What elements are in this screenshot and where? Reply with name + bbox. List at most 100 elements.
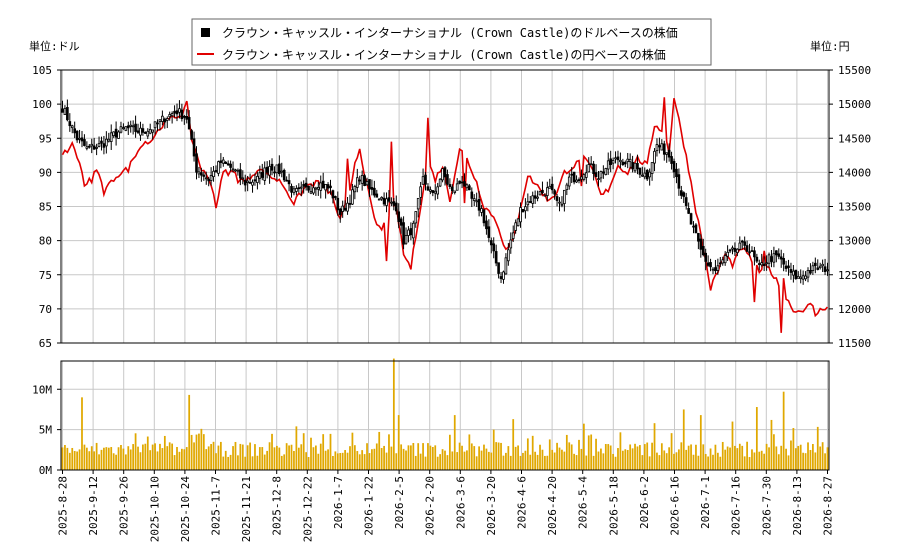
usd-candle — [336, 197, 340, 211]
volume-bar — [758, 451, 761, 470]
usd-candle — [431, 190, 435, 194]
volume-bar — [500, 442, 502, 470]
volume-bar — [117, 447, 120, 470]
usd-candle — [638, 167, 642, 175]
volume-bar — [738, 443, 741, 470]
volume-bar — [716, 452, 719, 470]
usd-candle — [538, 190, 542, 196]
usd-candle — [560, 203, 564, 206]
left-tick-label: 80 — [39, 235, 52, 248]
usd-candle — [178, 108, 181, 113]
usd-candle — [794, 269, 798, 280]
usd-candle — [553, 190, 556, 195]
usd-candle — [594, 172, 598, 178]
volume-bar — [480, 450, 483, 470]
usd-candle — [324, 184, 327, 191]
volume-bar — [492, 429, 495, 470]
volume-bar — [195, 434, 198, 470]
volume-bar — [734, 445, 736, 470]
volume-bar — [558, 447, 561, 470]
volume-bar — [656, 452, 658, 470]
volume-bar — [814, 452, 817, 470]
volume-bar — [427, 443, 429, 470]
usd-candle — [212, 170, 215, 178]
x-tick-label: 2026-5-18 — [607, 476, 620, 536]
volume-bar — [534, 451, 537, 470]
volume-bar — [775, 446, 778, 470]
usd-candle — [575, 179, 578, 183]
usd-candle — [567, 176, 571, 187]
volume-bar — [285, 443, 288, 470]
volume-bar — [88, 451, 91, 470]
usd-candle — [526, 201, 530, 206]
usd-candle — [597, 178, 600, 181]
usd-candle — [438, 178, 442, 187]
volume-bar — [234, 441, 237, 470]
volume-bar — [607, 444, 610, 470]
usd-candle — [436, 186, 440, 195]
volume-bar — [539, 444, 541, 470]
x-tick-label: 2025-12-8 — [271, 476, 284, 536]
volume-bar — [295, 426, 298, 470]
usd-candle — [319, 182, 323, 191]
volume-bar — [290, 444, 293, 470]
usd-candle — [117, 131, 120, 139]
usd-candle — [621, 161, 625, 166]
x-tick-label: 2025-9-26 — [118, 476, 131, 536]
volume-bar — [151, 444, 154, 470]
usd-candle — [536, 196, 539, 199]
volume-tick-label: 0M — [39, 464, 53, 477]
volume-bar — [439, 454, 442, 470]
volume-bar — [707, 456, 709, 470]
usd-candle — [409, 228, 413, 236]
usd-candle — [348, 203, 352, 205]
volume-bar — [222, 456, 225, 470]
volume-bar — [144, 443, 147, 470]
volume-bar — [434, 445, 437, 470]
usd-candle — [623, 162, 627, 165]
usd-candle — [92, 145, 96, 150]
volume-bar — [66, 447, 69, 470]
volume-bar — [773, 434, 775, 470]
volume-bar — [83, 444, 86, 470]
volume-bar — [826, 447, 829, 470]
volume-bar — [436, 456, 439, 470]
volume-bar — [361, 450, 364, 470]
usd-candle — [148, 128, 152, 134]
usd-candle — [636, 163, 639, 170]
usd-candle — [460, 181, 464, 184]
usd-candle — [477, 199, 481, 211]
usd-candle — [173, 110, 176, 114]
usd-candle — [129, 124, 133, 127]
usd-candle — [326, 184, 330, 189]
usd-candle — [628, 158, 632, 163]
volume-bar — [682, 409, 685, 470]
usd-candle — [823, 266, 827, 272]
volume-bar — [188, 394, 191, 470]
usd-candle — [670, 156, 673, 164]
right-tick-label: 13000 — [838, 235, 871, 248]
usd-candle — [821, 263, 824, 267]
usd-candle — [334, 195, 337, 199]
volume-bar — [475, 456, 478, 470]
usd-candle — [363, 175, 366, 186]
x-tick-label: 2026-8-13 — [791, 476, 804, 536]
volume-bar — [551, 449, 554, 470]
usd-candle — [343, 207, 347, 211]
usd-candle — [684, 197, 688, 206]
volume-bar — [609, 445, 612, 470]
volume-bar — [103, 447, 105, 470]
volume-bar — [807, 442, 809, 470]
usd-candle — [183, 115, 186, 118]
usd-candle — [414, 211, 418, 224]
usd-candle — [185, 115, 189, 120]
volume-bar — [105, 447, 108, 470]
usd-candle — [524, 206, 527, 212]
volume-bar — [227, 456, 230, 470]
volume-bar — [351, 432, 354, 470]
usd-candle — [329, 185, 332, 189]
volume-bar — [278, 447, 281, 470]
volume-bar — [380, 448, 383, 470]
volume-bar — [704, 453, 707, 470]
volume-bar — [639, 445, 641, 470]
